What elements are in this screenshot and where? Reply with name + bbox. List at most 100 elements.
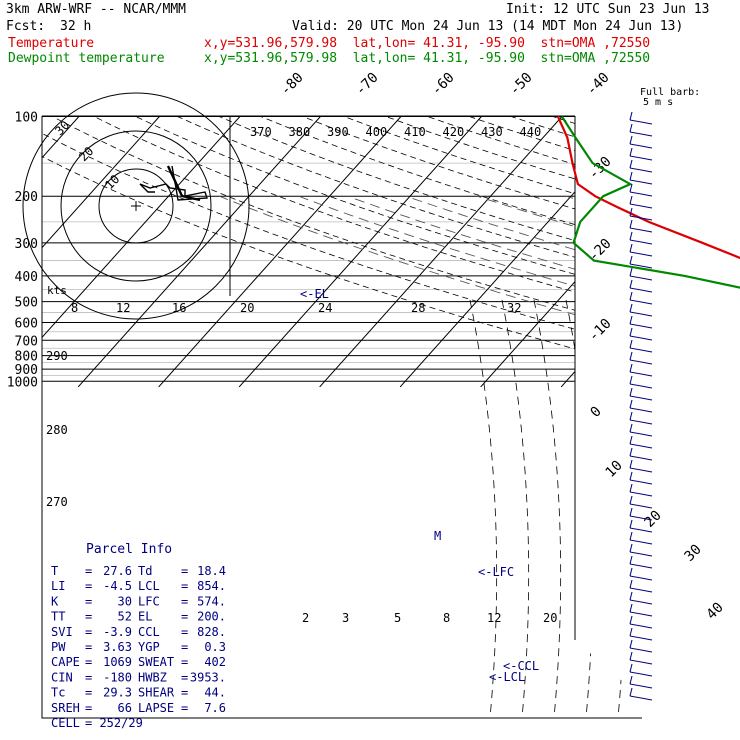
parcel-value: 30 <box>118 594 132 608</box>
wind-barb-flag <box>629 519 633 529</box>
pressure-tick-label: 100 <box>15 111 38 126</box>
barb-legend-units: 5 m s <box>643 97 673 108</box>
parcel-equals: = <box>181 564 188 578</box>
parcel-value: 3.63 <box>103 640 132 654</box>
parcel-key: CIN <box>51 670 73 684</box>
wind-barb-flag <box>629 327 633 337</box>
hodograph-ring <box>60 130 212 282</box>
dewpoint-legend-label: Dewpoint temperature <box>8 51 165 66</box>
parcel-value: 200. <box>197 610 226 624</box>
wind-barb <box>629 443 653 449</box>
parcel-value: 828. <box>197 625 226 639</box>
wind-barb <box>629 167 653 173</box>
parcel-key: CAPE <box>51 655 80 669</box>
parcel-key: CELL <box>51 716 80 730</box>
wind-barb <box>629 539 653 545</box>
wind-barb-flag <box>629 615 633 625</box>
dry-adiabat-line <box>93 116 690 388</box>
wind-barb <box>629 191 653 197</box>
wind-barb-flag <box>629 399 633 409</box>
forecast-label: Fcst: <box>6 19 46 34</box>
parcel-value: 7.6 <box>204 701 226 715</box>
theta-e-label: 410 <box>404 125 426 139</box>
wind-barb-flag <box>629 531 633 541</box>
wind-barb-flag <box>629 219 633 229</box>
wind-barb-flag <box>629 543 633 553</box>
dry-adiabat-line <box>135 116 690 388</box>
parcel-key: Tc <box>51 686 65 700</box>
dry-adiabat-line <box>594 116 690 388</box>
wind-barb <box>629 683 653 689</box>
wind-barb-flag <box>629 375 633 385</box>
parcel-key: T <box>51 564 58 578</box>
dry-adiabat-line <box>42 116 690 388</box>
wind-barb <box>629 203 653 209</box>
pressure-tick-label: 800 <box>15 350 38 365</box>
wind-barbs: Full barb:5 m s <box>629 87 700 701</box>
wind-barb <box>629 263 653 269</box>
wind-barb <box>629 659 653 665</box>
dry-adiabat-line <box>260 116 690 388</box>
dry-adiabat-line <box>552 116 690 388</box>
parcel-key: HWBZ <box>138 670 167 684</box>
wind-barb <box>629 131 653 137</box>
valid-time: Valid: 20 UTC Mon 24 Jun 13 (14 MDT Mon … <box>292 19 684 34</box>
wind-barb <box>629 527 653 533</box>
dry-adiabat-line <box>510 116 690 388</box>
pressure-tick-label: 500 <box>15 296 38 311</box>
wind-barb-flag <box>629 171 633 181</box>
parcel-equals: = <box>181 686 188 700</box>
wind-barb-flag <box>629 579 633 589</box>
theta-e-label: 440 <box>520 125 542 139</box>
wind-barb-flag <box>629 123 633 133</box>
wind-barb-flag <box>629 471 633 481</box>
dry-adiabat-line <box>177 116 690 388</box>
wind-barb-flag <box>629 567 633 577</box>
hodograph-trace <box>139 165 208 201</box>
hodograph-speed-label: 32 <box>507 301 521 315</box>
level-marker-ccl: <-CCL <box>503 659 539 673</box>
wind-barb-flag <box>629 255 633 265</box>
wind-barb-flag <box>629 315 633 325</box>
parcel-key: SVI <box>51 625 73 639</box>
dewpoint-profile-line <box>560 115 740 289</box>
isotherm-line <box>238 116 482 388</box>
isotherm-line <box>319 116 563 388</box>
wind-barb <box>629 299 653 305</box>
wind-barb-flag <box>629 603 633 613</box>
wind-barb-flag <box>629 363 633 373</box>
parcel-key: TT <box>51 610 65 624</box>
pressure-tick-label: 700 <box>15 334 38 349</box>
wind-barb <box>629 359 653 365</box>
theta-e-label: 420 <box>443 125 465 139</box>
parcel-value: 574. <box>197 594 226 608</box>
hodograph-trace-thick <box>166 165 201 202</box>
wind-barb <box>629 215 653 221</box>
parcel-equals: = <box>181 594 188 608</box>
pressure-tick-label: 300 <box>15 237 38 252</box>
parcel-info-title: Parcel Info <box>86 542 172 557</box>
parcel-equals: = <box>85 610 92 624</box>
wind-barb-flag <box>629 159 633 169</box>
moist-adiabat-line <box>298 195 690 382</box>
parcel-value: 66 <box>118 701 132 715</box>
hodograph-units-label: kts <box>47 284 67 297</box>
hodograph-ring-label: 20 <box>76 144 96 164</box>
wind-barb <box>629 239 653 245</box>
wind-barb <box>629 275 653 281</box>
wind-barb <box>629 371 653 377</box>
parcel-equals: = <box>181 701 188 715</box>
theta-e-line <box>597 299 626 719</box>
wind-barb-flag <box>629 147 633 157</box>
moist-adiabat-line <box>677 195 690 382</box>
potential-temperature-label: 280 <box>46 423 68 437</box>
wind-barb <box>629 671 653 677</box>
wind-barb-flag <box>629 495 633 505</box>
hodograph-speed-label: 20 <box>240 301 254 315</box>
level-marker-el: <-EL <box>300 287 329 301</box>
potential-temperature-label: 270 <box>46 495 68 509</box>
wind-barb <box>629 335 653 341</box>
wind-barb-flag <box>629 663 633 673</box>
